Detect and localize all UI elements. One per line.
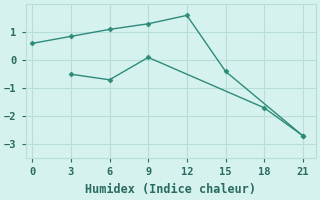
X-axis label: Humidex (Indice chaleur): Humidex (Indice chaleur) (85, 183, 256, 196)
